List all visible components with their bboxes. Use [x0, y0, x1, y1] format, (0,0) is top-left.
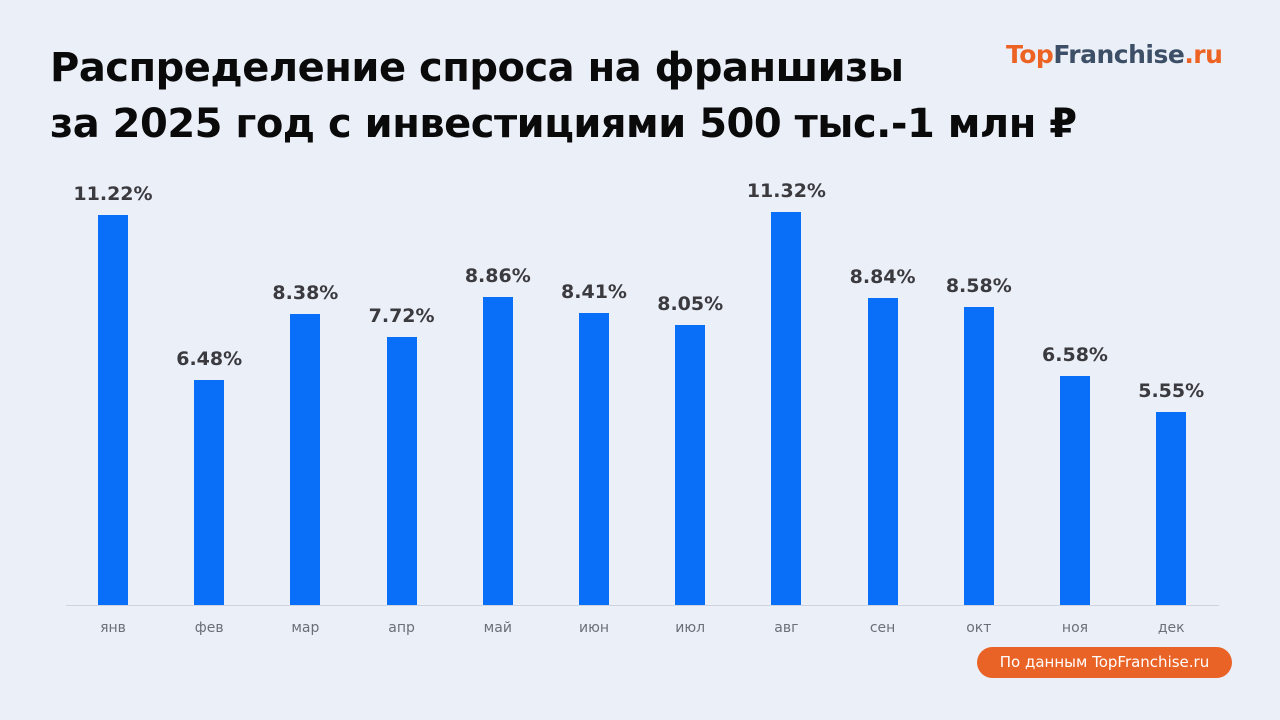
bar-янв — [98, 214, 128, 605]
bar-окт — [963, 306, 994, 605]
bar-фев — [194, 379, 225, 605]
logo-part-top: Top — [1006, 40, 1054, 69]
bar-дек — [1156, 412, 1187, 605]
value-label: 8.38% — [272, 281, 339, 304]
x-tick-label: фев — [194, 620, 224, 636]
bar-апр — [386, 336, 417, 605]
value-label: 6.48% — [176, 347, 243, 370]
bar-июл — [675, 325, 706, 605]
bar-мар — [290, 313, 321, 605]
logo-part-franchise: Franchise — [1053, 40, 1185, 69]
topfranchise-logo: TopFranchise.ru — [1006, 40, 1223, 69]
value-label: 11.32% — [746, 179, 826, 202]
bar-авг — [771, 211, 802, 605]
x-tick-label: дек — [1157, 620, 1185, 636]
x-tick-label: июн — [578, 620, 610, 636]
x-tick-label: май — [483, 620, 512, 636]
value-label: 8.58% — [945, 274, 1012, 297]
x-tick-label: июл — [675, 620, 706, 636]
x-axis-line — [66, 605, 1219, 606]
value-label: 8.05% — [657, 293, 724, 316]
value-label: 6.58% — [1042, 344, 1108, 367]
logo-part-ru: .ru — [1184, 40, 1223, 69]
bar-май — [482, 297, 513, 605]
chart-title: Распределение спроса на франшизы за 2025… — [50, 40, 1077, 152]
value-label: 8.86% — [464, 265, 531, 288]
x-tick-label: янв — [100, 620, 126, 636]
title-line-2: за 2025 год с инвестициями 500 тыс.-1 мл… — [50, 101, 1077, 147]
value-label: 8.84% — [849, 265, 916, 288]
title-line-1: Распределение спроса на франшизы — [50, 45, 904, 91]
x-tick-label: авг — [774, 620, 799, 636]
x-tick-label: апр — [388, 620, 415, 636]
x-tick-label: ноя — [1061, 620, 1089, 636]
bar-ноя — [1060, 376, 1090, 605]
bar-июн — [579, 312, 609, 605]
x-tick-label: окт — [966, 620, 992, 636]
bar-сен — [867, 297, 898, 605]
value-label: 7.72% — [368, 304, 435, 327]
value-label: 8.41% — [561, 280, 627, 303]
x-tick-label: сен — [869, 620, 896, 636]
value-label: 11.22% — [73, 182, 153, 205]
value-label: 5.55% — [1138, 380, 1205, 403]
source-badge: По данным TopFranchise.ru — [977, 647, 1232, 678]
x-tick-label: мар — [291, 620, 320, 636]
